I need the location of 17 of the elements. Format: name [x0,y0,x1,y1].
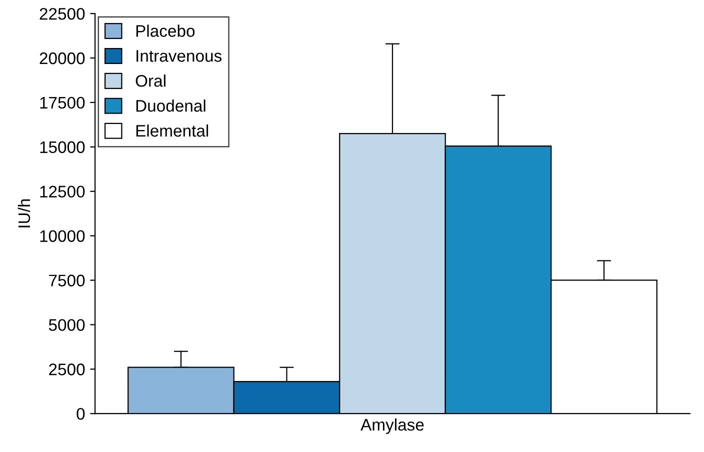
y-tick-label: 22500 [40,8,85,20]
y-tick-label: 15000 [40,141,85,154]
y-tick-label: 7500 [49,274,85,286]
y-axis-title: IU/h [18,199,30,228]
legend-label: Duodenal [136,100,206,112]
y-tick-label: 17500 [40,96,85,109]
y-tick-label: 0 [76,408,85,420]
y-tick-label: 12500 [40,186,85,198]
y-tick-label: 2500 [49,364,85,376]
legend-label: Elemental [136,124,208,137]
legend-label: Oral [136,74,166,87]
legend-label: Intravenous [136,50,222,62]
x-tick-label: Amylase [360,418,424,434]
y-tick-label: 20000 [40,52,85,64]
legend-label: Placebo [136,24,195,37]
y-tick-label: 5000 [48,319,85,331]
y-tick-label: 10000 [40,230,85,242]
